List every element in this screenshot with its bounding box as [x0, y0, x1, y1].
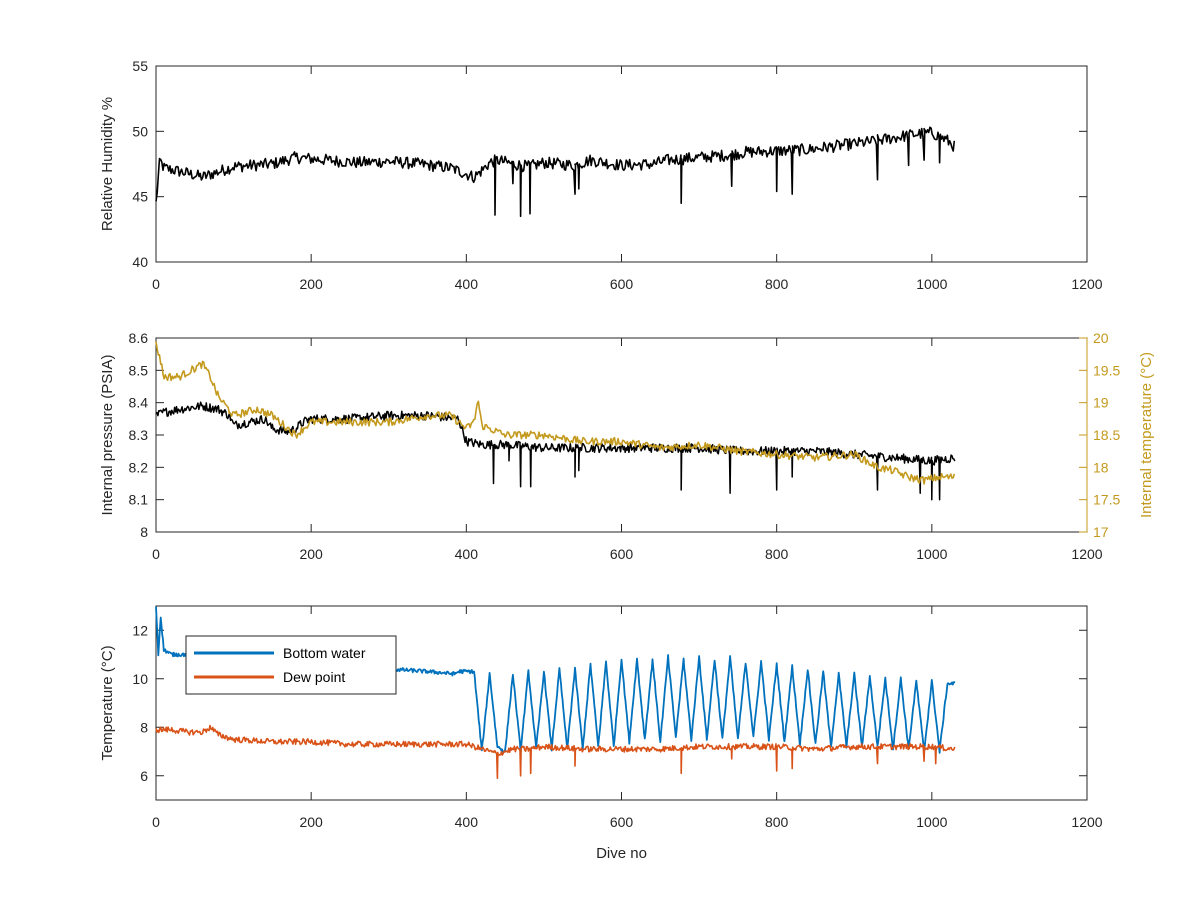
x-tick-label: 400 [455, 276, 479, 292]
y-tick-label: 6 [140, 768, 148, 784]
legend-label: Bottom water [283, 645, 366, 661]
y2-tick-label: 20 [1093, 330, 1109, 346]
y-tick-label: 8.6 [129, 330, 149, 346]
temperature-panel: 0 200 400 600 800 1000 1200 6 8 10 12 Temperature (… [99, 605, 1103, 862]
x-tick-label: 1000 [916, 276, 947, 292]
x-tick-label: 1000 [916, 546, 947, 562]
x-tick-label: 800 [765, 276, 789, 292]
y-tick-label: 8.5 [129, 362, 149, 378]
y-axis-label: Temperature (°C) [99, 645, 116, 760]
x-tick-label: 200 [299, 276, 323, 292]
y2-tick-label: 17.5 [1093, 492, 1120, 508]
x-tick-label: 0 [152, 546, 160, 562]
y2-tick-label: 18.5 [1093, 427, 1120, 443]
legend-box [185, 635, 397, 695]
legend-label: Dew point [283, 669, 345, 685]
x-tick-label: 1000 [916, 814, 947, 830]
x-tick-label: 400 [455, 546, 479, 562]
x-tick-label: 1200 [1071, 276, 1102, 292]
y-tick-label: 8.4 [129, 395, 149, 411]
legend: Bottom water Dew point [185, 635, 397, 695]
y-axis-label: Internal pressure (PSIA) [99, 355, 116, 516]
y-tick-label: 8.1 [129, 492, 149, 508]
x-tick-label: 1200 [1071, 546, 1102, 562]
y-tick-label: 40 [132, 254, 148, 270]
y-tick-label: 12 [132, 622, 148, 638]
humidity-line [155, 126, 956, 218]
x-tick-label: 400 [455, 814, 479, 830]
y-tick-label: 55 [132, 58, 148, 74]
y-tick-label: 45 [132, 189, 148, 205]
y-tick-label: 8.2 [129, 459, 149, 475]
y-tick-label: 50 [132, 123, 148, 139]
x-tick-label: 800 [765, 814, 789, 830]
y2-tick-label: 17 [1093, 524, 1109, 540]
internal-temperature-line [155, 341, 956, 485]
y2-tick-label: 19 [1093, 395, 1109, 411]
y-tick-label: 8 [140, 524, 148, 540]
y2-tick-label: 18 [1093, 459, 1109, 475]
x-tick-label: 600 [610, 546, 634, 562]
x-tick-label: 1200 [1071, 814, 1102, 830]
y-tick-label: 8.3 [129, 427, 149, 443]
y2-axis-label: Internal temperature (°C) [1138, 352, 1155, 518]
x-tick-label: 200 [299, 546, 323, 562]
y-tick-label: 10 [132, 671, 148, 687]
y-axis-label: Relative Humidity % [99, 97, 116, 231]
x-tick-label: 0 [152, 814, 160, 830]
y2-tick-label: 19.5 [1093, 362, 1120, 378]
dew-point-line [155, 724, 956, 779]
x-tick-label: 0 [152, 276, 160, 292]
x-tick-label: 600 [610, 276, 634, 292]
pressure-temperature-panel: 0 200 400 600 800 1000 1200 8 8.1 8.2 8.3 8.4 8.5 8.6… [99, 330, 1155, 562]
y-tick-label: 8 [140, 719, 148, 735]
x-tick-label: 800 [765, 546, 789, 562]
x-axis-label: Dive no [596, 845, 647, 862]
x-tick-label: 200 [299, 814, 323, 830]
plot-area [155, 605, 1088, 801]
humidity-panel: 0 200 400 600 800 1000 1200 40 45 50 55 Relative Hu… [99, 58, 1103, 292]
x-tick-label: 600 [610, 814, 634, 830]
